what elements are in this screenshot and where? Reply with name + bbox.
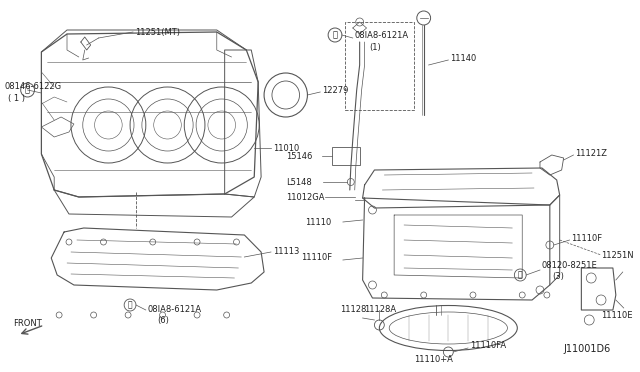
- Text: Ⓑ: Ⓑ: [333, 31, 337, 39]
- Text: 11251N: 11251N: [601, 251, 634, 260]
- Text: 11110E: 11110E: [601, 311, 632, 320]
- Text: FRONT: FRONT: [13, 318, 42, 327]
- Text: ( 1 ): ( 1 ): [8, 93, 25, 103]
- Text: Ⓑ: Ⓑ: [128, 301, 132, 310]
- Text: 11012GA: 11012GA: [285, 192, 324, 202]
- Text: Ⓑ: Ⓑ: [518, 270, 523, 279]
- Text: 11128A: 11128A: [365, 305, 397, 314]
- Text: 11113: 11113: [273, 247, 300, 257]
- Text: 11251(MT): 11251(MT): [135, 28, 180, 36]
- Text: 11110F: 11110F: [572, 234, 603, 243]
- Bar: [332, 147, 360, 165]
- Text: 11010: 11010: [273, 144, 299, 153]
- Text: 08IA8-6121A: 08IA8-6121A: [355, 31, 409, 39]
- Text: 11110+A: 11110+A: [414, 356, 453, 365]
- Text: (6): (6): [157, 315, 170, 324]
- Text: 08146-6122G: 08146-6122G: [5, 81, 62, 90]
- Text: 11128: 11128: [340, 305, 366, 314]
- Text: 11110FA: 11110FA: [470, 341, 506, 350]
- Text: 11110F: 11110F: [301, 253, 333, 263]
- Text: J11001D6: J11001D6: [564, 344, 611, 354]
- Text: (3): (3): [552, 273, 564, 282]
- Text: L5148: L5148: [285, 177, 312, 186]
- Text: 11110: 11110: [305, 218, 332, 227]
- Text: 08IA8-6121A: 08IA8-6121A: [148, 305, 202, 314]
- Text: (1): (1): [369, 42, 381, 51]
- Text: Ⓑ: Ⓑ: [25, 86, 30, 94]
- Text: 11140: 11140: [451, 54, 477, 62]
- Text: 11121Z: 11121Z: [575, 148, 607, 157]
- Text: 08120-8251E: 08120-8251E: [542, 260, 598, 269]
- Text: 15146: 15146: [285, 151, 312, 160]
- Text: 12279: 12279: [322, 86, 349, 94]
- Bar: [345, 22, 414, 110]
